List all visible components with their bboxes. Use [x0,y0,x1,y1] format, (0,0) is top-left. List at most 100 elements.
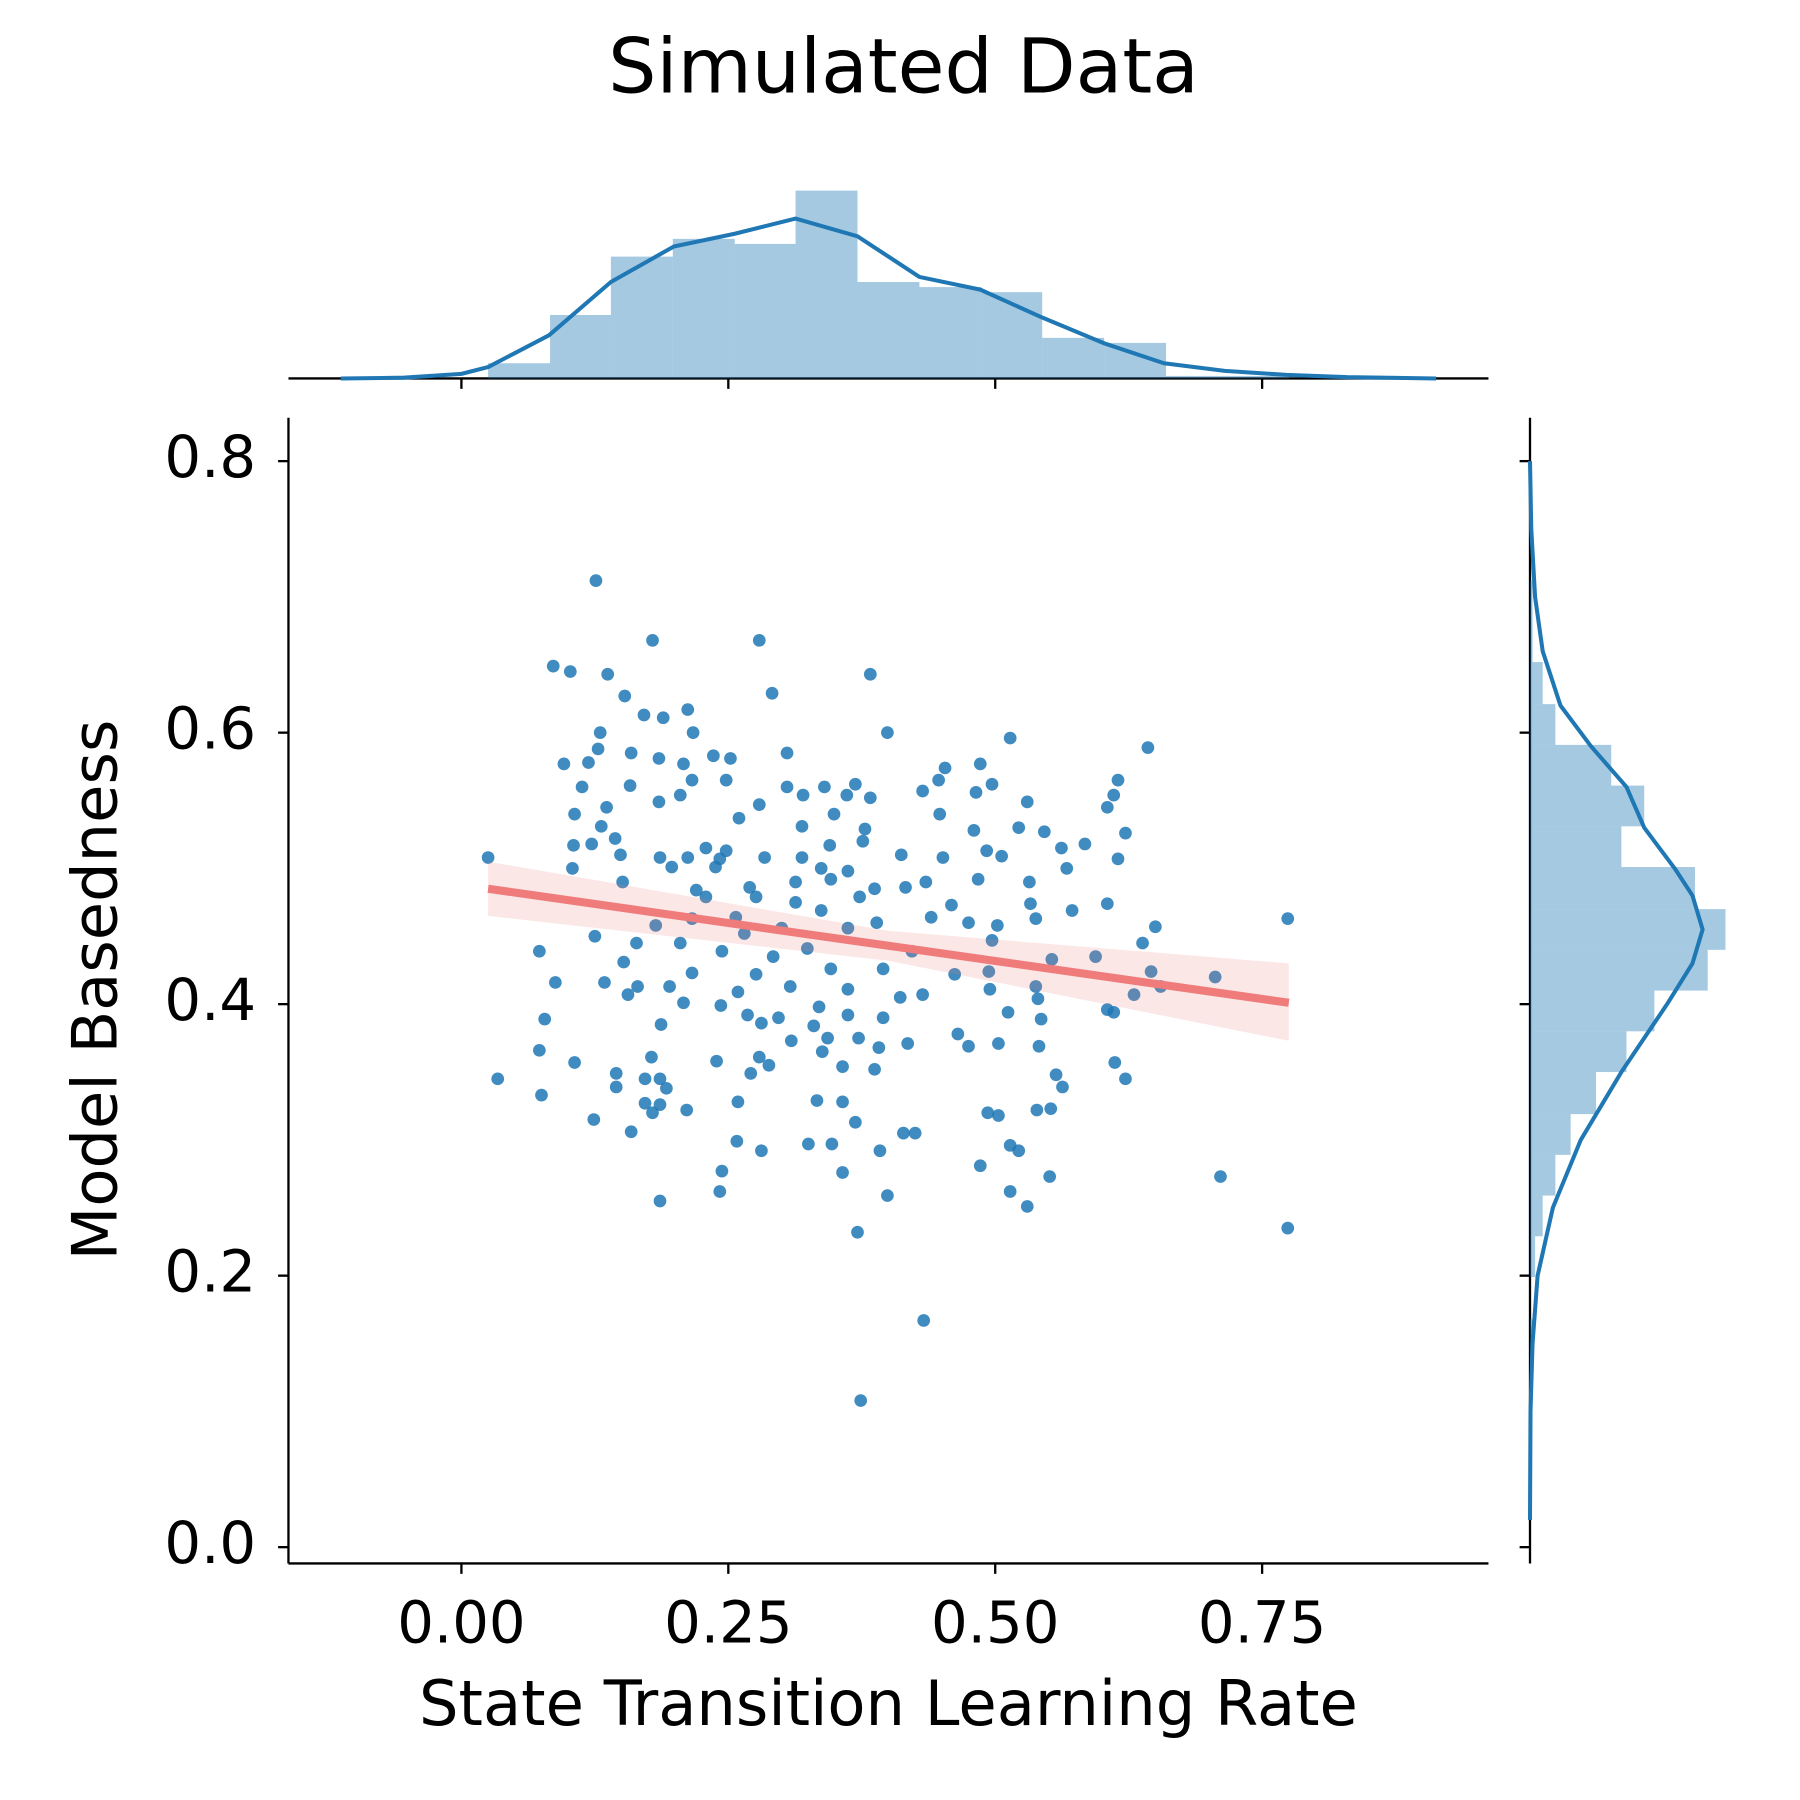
scatter-point [609,1067,623,1080]
scatter-point [594,819,608,833]
scatter-point [656,711,670,725]
scatter-point [1100,800,1114,814]
histogram-bar [1530,744,1612,786]
scatter-point [715,1164,729,1178]
scatter-point [821,1031,834,1045]
x-tick-label: 0.75 [1198,1589,1326,1657]
scatter-point [749,967,763,981]
y-tick-label: 0.6 [164,694,256,762]
scatter-point [825,1137,839,1151]
scatter-point [824,872,838,886]
scatter-point [796,788,810,802]
scatter-point [568,1056,581,1069]
histogram-bar [1530,1031,1627,1073]
scatter-point [893,991,907,1004]
x-axis-label: State Transition Learning Rate [419,1667,1358,1740]
scatter-point [827,807,841,821]
scatter-point [995,849,1008,863]
scatter-point [1031,992,1045,1006]
y-tick-label: 0.4 [164,966,256,1034]
scatter-point [772,1011,785,1025]
scatter-point [1108,1056,1122,1069]
scatter-point [1119,826,1132,840]
chart-title: Simulated Data [608,22,1199,111]
scatter-point [818,780,831,794]
scatter-point [836,1095,849,1109]
scatter-point [1024,897,1037,911]
scatter-point [897,1126,910,1140]
histogram-bar [1530,826,1622,868]
kde-curve [1527,461,1705,1521]
scatter-point [985,934,999,947]
x-tick-label: 0.50 [931,1589,1059,1657]
scatter-point [917,1314,931,1327]
scatter-point [783,980,797,993]
scatter-point [876,962,890,976]
scatter-point [566,862,579,875]
scatter-point [689,883,703,897]
scatter-point [598,976,611,989]
scatter-point [872,1041,886,1054]
scatter-point [780,746,794,760]
scatter-point [853,890,866,904]
scatter-point [1029,980,1043,993]
scatter-point [849,777,862,791]
scatter-point [568,807,581,821]
scatter-point [637,708,651,722]
scatter-point [1078,837,1092,851]
scatter-point [685,773,699,787]
scatter-point [660,1081,673,1095]
histogram-bar [1530,662,1543,705]
scatter-point [1107,1005,1121,1019]
scatter-point [732,811,746,825]
scatter-point [1003,731,1017,745]
scatter-point [710,1054,723,1068]
scatter-point [812,1000,826,1014]
scatter-point [971,872,985,886]
kde-curve [340,216,1437,381]
scatter-point [1020,795,1034,809]
histogram-bar [1166,375,1227,379]
scatter-point [980,844,994,858]
y-tick-label: 0.2 [164,1237,256,1305]
scatter-point [1100,897,1114,911]
scatter-point [868,1062,881,1076]
scatter-point [1045,953,1059,966]
scatter-point [985,777,999,791]
scatter-point [1119,1072,1132,1086]
scatter-point [685,966,699,980]
scatter-point [1111,773,1125,787]
scatter-point [533,944,546,958]
scatter-point [795,851,809,864]
scatter-point [731,1095,745,1109]
scatter-point [1049,1068,1063,1082]
scatter-point [654,1018,668,1031]
scatter-point [1149,920,1162,934]
histogram-bar [672,238,735,379]
histogram-bar [1530,1072,1596,1115]
scatter-point [1034,1012,1048,1026]
scatter-point [765,686,779,700]
scatter-point [1136,936,1149,950]
scatter-point [1003,1185,1017,1198]
scatter-point [730,1134,744,1148]
scatter-point [868,882,881,896]
scatter-point [616,875,629,889]
scatter-point [1127,988,1141,1001]
scatter-point [681,703,695,716]
scatter-point [699,890,713,904]
scatter-point [1141,741,1155,754]
scatter-point [707,749,720,763]
scatter-point [681,851,695,864]
scatter-point [563,665,577,678]
scatter-point [992,1037,1005,1050]
x-tick-label: 0.00 [397,1589,525,1657]
scatter-point [983,982,997,996]
scatter-point [714,999,728,1012]
scatter-point [1214,1170,1227,1183]
scatter-point [967,824,981,837]
scatter-point [617,955,631,969]
scatter-point [981,1106,995,1120]
scatter-point [608,832,622,845]
scatter-point [992,1109,1005,1122]
